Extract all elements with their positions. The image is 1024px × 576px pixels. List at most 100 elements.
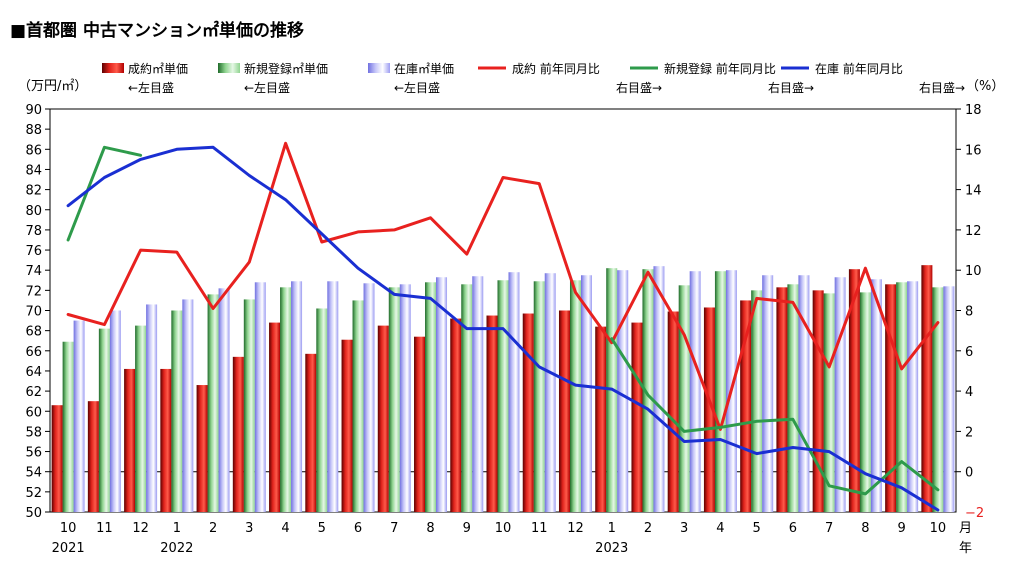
bar-contract xyxy=(486,315,498,512)
right-tick-label: 14 xyxy=(965,184,982,199)
chart-title: ■首都圏 中古マンション㎡単価の推移 xyxy=(10,20,304,41)
bar-new-listing xyxy=(678,285,690,512)
bar-new-listing xyxy=(316,308,328,512)
bar-new-listing xyxy=(569,280,581,512)
bar-contract xyxy=(740,300,752,512)
bar-inventory xyxy=(689,271,701,512)
x-tick-label: 8 xyxy=(861,521,869,536)
x-tick-label: 1 xyxy=(173,521,181,536)
x-tick-label: 1 xyxy=(608,521,616,536)
left-tick-label: 82 xyxy=(25,184,42,199)
x-tick-label: 5 xyxy=(318,521,326,536)
x-tick-label: 10 xyxy=(495,521,512,536)
x-tick-label: 5 xyxy=(753,521,761,536)
x-tick-label: 4 xyxy=(281,521,289,536)
left-tick-label: 86 xyxy=(25,143,42,158)
x-tick-label: 9 xyxy=(897,521,905,536)
legend-note: ←左目盛 xyxy=(394,80,440,95)
x-tick-label: 11 xyxy=(96,521,113,536)
bar-new-listing xyxy=(859,292,871,512)
left-tick-label: 54 xyxy=(25,466,42,481)
bar-new-listing xyxy=(497,280,509,512)
x-year-label: 2023 xyxy=(595,541,628,556)
legend-swatch xyxy=(218,63,240,73)
x-tick-label: 9 xyxy=(463,521,471,536)
legend-label: 成約㎡単価 xyxy=(128,61,188,76)
line-contract-yoy xyxy=(66,141,940,431)
x-tick-label: 12 xyxy=(567,521,584,536)
bar-inventory xyxy=(254,282,266,512)
bar-contract xyxy=(341,339,353,512)
bar-contract xyxy=(703,307,715,512)
legend-note: ←左目盛 xyxy=(128,80,174,95)
bar-contract xyxy=(921,265,933,512)
x-tick-label: 4 xyxy=(716,521,724,536)
bar-new-listing xyxy=(62,341,74,512)
left-tick-label: 66 xyxy=(25,345,42,360)
bar-new-listing xyxy=(896,282,908,512)
bar-inventory xyxy=(544,273,556,512)
legend-note: 右目盛→ xyxy=(616,80,662,95)
bar-inventory xyxy=(146,304,158,512)
x-tick-label: 2 xyxy=(209,521,217,536)
x-year-label: 2021 xyxy=(52,541,85,556)
x-tick-label: 6 xyxy=(789,521,797,536)
bar-contract xyxy=(51,405,63,512)
left-tick-label: 72 xyxy=(25,284,42,299)
legend-label: 新規登録 前年同月比 xyxy=(664,61,776,76)
bar-inventory xyxy=(834,277,846,512)
x-tick-label: 7 xyxy=(390,521,398,536)
x-tick-label: 8 xyxy=(426,521,434,536)
bar-new-listing xyxy=(207,294,219,512)
left-tick-label: 52 xyxy=(25,486,42,501)
bar-inventory xyxy=(762,275,774,512)
bar-contract xyxy=(232,356,244,512)
bar-new-listing xyxy=(461,284,473,512)
right-tick-label: 8 xyxy=(965,305,973,320)
x-tick-label: 3 xyxy=(245,521,253,536)
bar-new-listing xyxy=(280,287,292,512)
right-tick-label: 18 xyxy=(965,103,982,118)
legend-label: 在庫 前年同月比 xyxy=(815,61,903,76)
bar-new-listing xyxy=(751,290,763,512)
bar-contract xyxy=(595,326,607,512)
bar-inventory xyxy=(798,275,810,512)
x-tick-label: 10 xyxy=(60,521,77,536)
right-tick-label: 6 xyxy=(965,345,973,360)
left-tick-label: 56 xyxy=(25,446,42,461)
right-tick-label: 2 xyxy=(965,425,973,440)
left-tick-label: 62 xyxy=(25,385,42,400)
bar-contract xyxy=(885,284,897,512)
right-axis-unit: （%） xyxy=(966,79,1004,94)
bar-new-listing xyxy=(787,284,799,512)
x-tick-label: 10 xyxy=(930,521,947,536)
line-inventory-yoy xyxy=(66,145,940,512)
legend-note: 右目盛→ xyxy=(919,80,965,95)
right-tick-label: 4 xyxy=(965,385,973,400)
bar-contract xyxy=(667,311,679,512)
bar-inventory xyxy=(508,272,520,512)
left-tick-label: 64 xyxy=(25,365,42,380)
left-tick-label: 74 xyxy=(25,264,42,279)
x-unit-year: 年 xyxy=(959,541,972,556)
bar-inventory xyxy=(363,283,375,512)
bar-inventory xyxy=(436,277,448,512)
bar-inventory xyxy=(653,266,665,512)
bar-inventory xyxy=(327,281,339,512)
left-tick-label: 76 xyxy=(25,244,42,259)
bar-new-listing xyxy=(171,310,183,512)
left-tick-label: 88 xyxy=(25,123,42,138)
bar-inventory xyxy=(472,276,484,512)
bar-contract xyxy=(812,290,824,512)
bar-contract xyxy=(124,368,136,512)
right-tick-label: 16 xyxy=(965,143,982,158)
x-tick-label: 7 xyxy=(825,521,833,536)
bar-inventory xyxy=(109,310,121,512)
bar-contract xyxy=(87,401,99,512)
left-tick-label: 68 xyxy=(25,325,42,340)
left-tick-label: 90 xyxy=(25,103,42,118)
bar-inventory xyxy=(617,270,629,512)
left-tick-label: 78 xyxy=(25,224,42,239)
bar-new-listing xyxy=(823,293,835,512)
bar-new-listing xyxy=(98,328,110,512)
